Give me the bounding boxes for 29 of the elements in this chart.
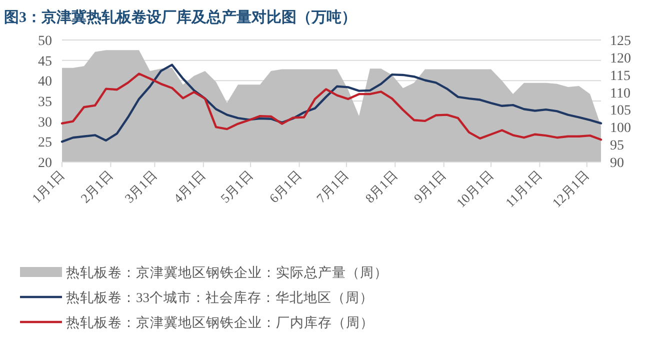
x-tick-label: 7月1日 — [313, 168, 352, 206]
y2-tick-label: 110 — [610, 86, 630, 102]
legend-label: 热轧板卷：京津冀地区钢铁企业：厂内库存（周） — [66, 315, 374, 330]
x-tick-label: 4月1日 — [170, 168, 209, 206]
x-tick-label: 5月1日 — [218, 168, 256, 206]
y-tick-label: 40 — [38, 74, 52, 90]
y2-tick-label: 95 — [610, 138, 624, 154]
x-tick-label: 10月1日 — [453, 168, 496, 210]
y2-tick-label: 105 — [610, 104, 631, 119]
y2-tick-label: 100 — [610, 121, 631, 136]
x-tick-label: 2月1日 — [78, 168, 116, 206]
x-tick-label: 6月1日 — [266, 168, 304, 206]
chart-title: 图3：京津冀热轧板卷设厂库及总产量对比图（万吨） — [4, 8, 356, 26]
y2-tick-label: 120 — [610, 51, 631, 66]
x-tick-label: 12月1日 — [549, 168, 592, 210]
x-tick-label: 11月1日 — [502, 168, 545, 210]
y-tick-label: 35 — [38, 95, 52, 110]
y2-tick-label: 115 — [610, 68, 630, 84]
x-tick-label: 9月1日 — [410, 168, 449, 206]
y-tick-label: 30 — [38, 115, 52, 130]
legend-label: 热轧板卷：京津冀地区钢铁企业：实际总产量（周） — [66, 265, 388, 280]
legend-label: 热轧板卷：33个城市：社会库存：华北地区（周） — [66, 290, 374, 305]
x-tick-label: 3月1日 — [122, 168, 160, 206]
y2-tick-label: 90 — [610, 156, 624, 171]
y-tick-label: 50 — [38, 34, 52, 49]
y-tick-label: 25 — [38, 136, 52, 151]
y2-tick-label: 125 — [610, 34, 631, 49]
x-tick-label: 8月1日 — [362, 168, 400, 206]
y-tick-label: 45 — [38, 54, 52, 70]
